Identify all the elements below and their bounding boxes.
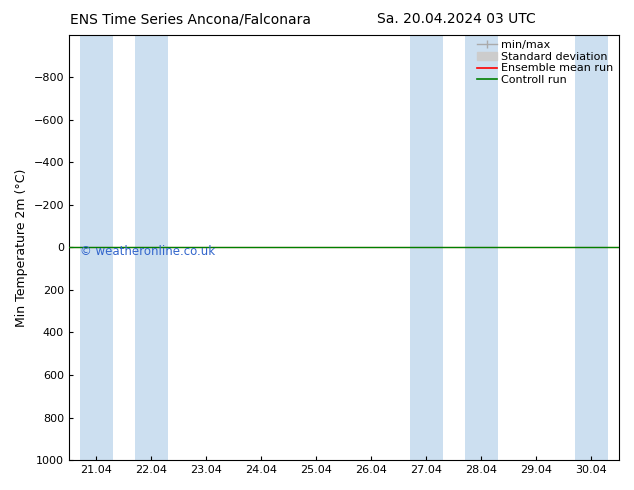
Bar — [575, 35, 608, 460]
Text: ENS Time Series Ancona/Falconara: ENS Time Series Ancona/Falconara — [70, 12, 311, 26]
Bar — [80, 35, 113, 460]
Bar — [410, 35, 443, 460]
Text: © weatheronline.co.uk: © weatheronline.co.uk — [80, 245, 215, 258]
Y-axis label: Min Temperature 2m (°C): Min Temperature 2m (°C) — [15, 168, 28, 326]
Legend: min/max, Standard deviation, Ensemble mean run, Controll run: min/max, Standard deviation, Ensemble me… — [474, 38, 616, 87]
Bar — [465, 35, 498, 460]
Text: Sa. 20.04.2024 03 UTC: Sa. 20.04.2024 03 UTC — [377, 12, 536, 26]
Bar — [135, 35, 168, 460]
